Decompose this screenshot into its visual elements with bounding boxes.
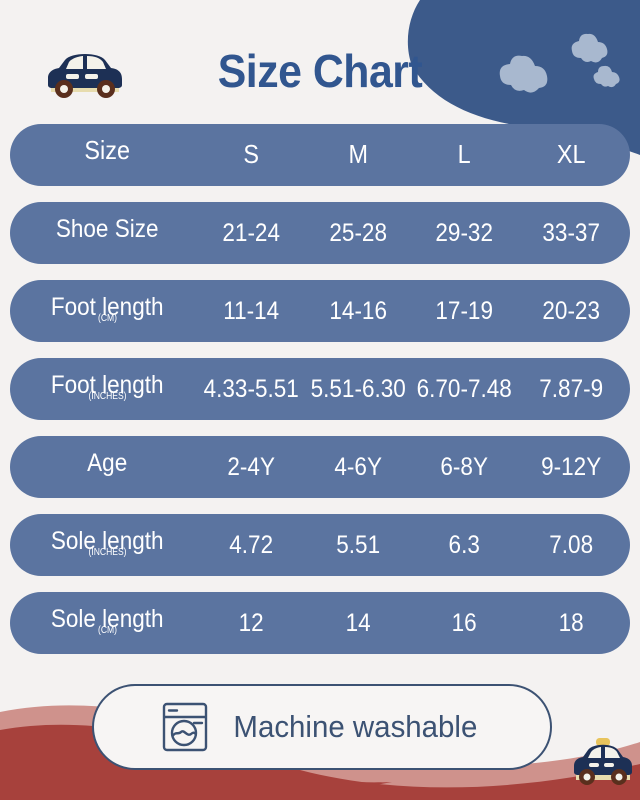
table-cell: 17-19: [435, 297, 494, 325]
table-row: Age 2-4Y 4-6Y 6-8Y 9-12Y: [10, 436, 630, 498]
row-label: Age: [25, 450, 189, 484]
table-row: Foot length (INCHES) 4.33-5.51 5.51-6.30…: [10, 358, 630, 420]
row-label: Size: [25, 137, 189, 172]
table-cell: 5.51-6.30: [310, 375, 406, 403]
row-label: Foot length (CM): [25, 294, 189, 328]
size-table: Size S M L XL Shoe Size 21-24 25-28 29-3…: [10, 124, 630, 670]
row-label-text: Age: [87, 449, 128, 477]
row-label-unit: (CM): [97, 312, 117, 324]
table-row: Size S M L XL: [10, 124, 630, 186]
table-cell: 6.3: [448, 531, 481, 559]
row-label-unit: (INCHES): [88, 546, 127, 558]
table-cell: XL: [556, 141, 586, 169]
row-label: Foot length (INCHES): [25, 372, 189, 406]
police-car-icon: [574, 738, 632, 785]
table-cell: 2-4Y: [227, 453, 276, 481]
car-wheel-front-hub: [583, 773, 591, 781]
table-row: Shoe Size 21-24 25-28 29-32 33-37: [10, 202, 630, 264]
table-cell: 4.33-5.51: [204, 375, 300, 403]
table-cell: S: [243, 141, 260, 169]
table-cell: 29-32: [435, 219, 494, 247]
table-cell: 4.72: [229, 531, 274, 559]
table-cell: 6.70-7.48: [416, 375, 512, 403]
row-label: Sole length (INCHES): [25, 528, 189, 562]
table-row: Foot length (CM) 11-14 14-16 17-19 20-23: [10, 280, 630, 342]
table-cell: 11-14: [223, 297, 280, 325]
row-label-unit: (CM): [97, 624, 117, 636]
table-cell: 7.87-9: [538, 375, 603, 403]
table-cell: 7.08: [548, 531, 593, 559]
page-header: Size Chart: [0, 0, 640, 120]
row-label-unit: (INCHES): [88, 390, 127, 402]
table-cell: 9-12Y: [540, 453, 601, 481]
table-cell: 14: [345, 609, 371, 637]
page-title: Size Chart: [217, 45, 423, 97]
table-cell: 12: [239, 609, 265, 637]
table-cell: 20-23: [541, 297, 600, 325]
table-cell: 21-24: [222, 219, 281, 247]
machine-washable-badge: Machine washable: [92, 684, 552, 770]
table-row: Sole length (CM) 12 14 16 18: [10, 592, 630, 654]
car-door-handle-left: [589, 763, 599, 767]
machine-washable-label: Machine washable: [233, 709, 477, 744]
row-label-text: Shoe Size: [55, 215, 159, 243]
table-cell: 18: [558, 609, 584, 637]
car-door-handle-right: [604, 763, 614, 767]
table-row: Sole length (INCHES) 4.72 5.51 6.3 7.08: [10, 514, 630, 576]
row-label: Sole length (CM): [25, 606, 189, 640]
table-cell: 5.51: [336, 531, 380, 559]
row-label-text: Size: [84, 137, 130, 166]
car-wheel-rear-hub: [615, 773, 623, 781]
table-cell: 16: [451, 609, 477, 637]
table-cell: M: [348, 141, 368, 169]
table-cell: 4-6Y: [334, 453, 382, 481]
washing-machine-icon: [162, 702, 207, 752]
table-cell: 6-8Y: [440, 453, 489, 481]
row-label: Shoe Size: [25, 216, 189, 250]
table-cell: 25-28: [329, 219, 387, 247]
table-cell: L: [457, 141, 471, 169]
table-cell: 14-16: [329, 297, 387, 325]
table-cell: 33-37: [541, 219, 600, 247]
